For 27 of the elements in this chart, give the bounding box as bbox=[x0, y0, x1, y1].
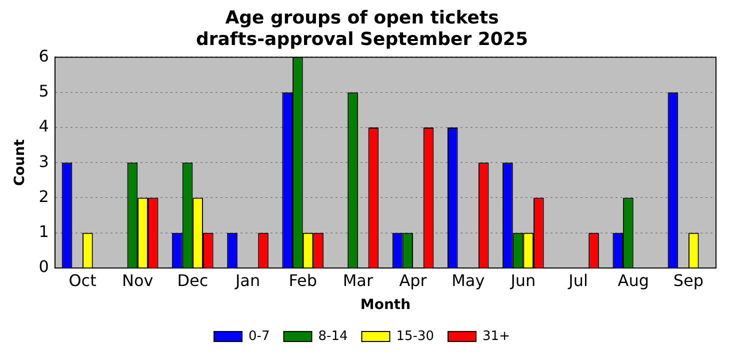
legend-label: 31+ bbox=[482, 328, 510, 344]
legend-label: 0-7 bbox=[248, 328, 270, 344]
x-tick-label: Jun bbox=[510, 270, 536, 290]
legend-label: 15-30 bbox=[396, 328, 434, 344]
y-axis-title: Count bbox=[12, 139, 28, 186]
x-tick-label: Jan bbox=[234, 270, 260, 290]
chart-title: Age groups of open tickets bbox=[225, 7, 499, 28]
x-axis-title: Month bbox=[360, 297, 411, 314]
x-tick-label: Feb bbox=[288, 270, 318, 290]
y-tick-label: 0 bbox=[38, 257, 49, 276]
x-tick-label: Aug bbox=[618, 270, 649, 290]
legend-label: 8-14 bbox=[318, 328, 348, 344]
x-tick-label: Sep bbox=[673, 270, 704, 290]
y-tick-label: 4 bbox=[38, 116, 49, 136]
y-tick-label: 6 bbox=[38, 46, 49, 66]
x-tick-label: Jul bbox=[568, 270, 588, 290]
y-tick-label: 1 bbox=[38, 222, 49, 242]
x-tick-label: May bbox=[452, 270, 485, 290]
y-tick-label: 2 bbox=[38, 186, 49, 206]
chart-subtitle: drafts-approval September 2025 bbox=[196, 29, 528, 50]
y-tick-label: 5 bbox=[38, 81, 49, 100]
x-tick-label: Apr bbox=[399, 270, 428, 290]
x-tick-label: Dec bbox=[177, 270, 208, 290]
x-tick-label: Oct bbox=[68, 270, 96, 290]
x-tick-label: Nov bbox=[122, 270, 154, 290]
x-tick-label: Mar bbox=[342, 270, 374, 290]
y-tick-label: 3 bbox=[38, 152, 49, 171]
